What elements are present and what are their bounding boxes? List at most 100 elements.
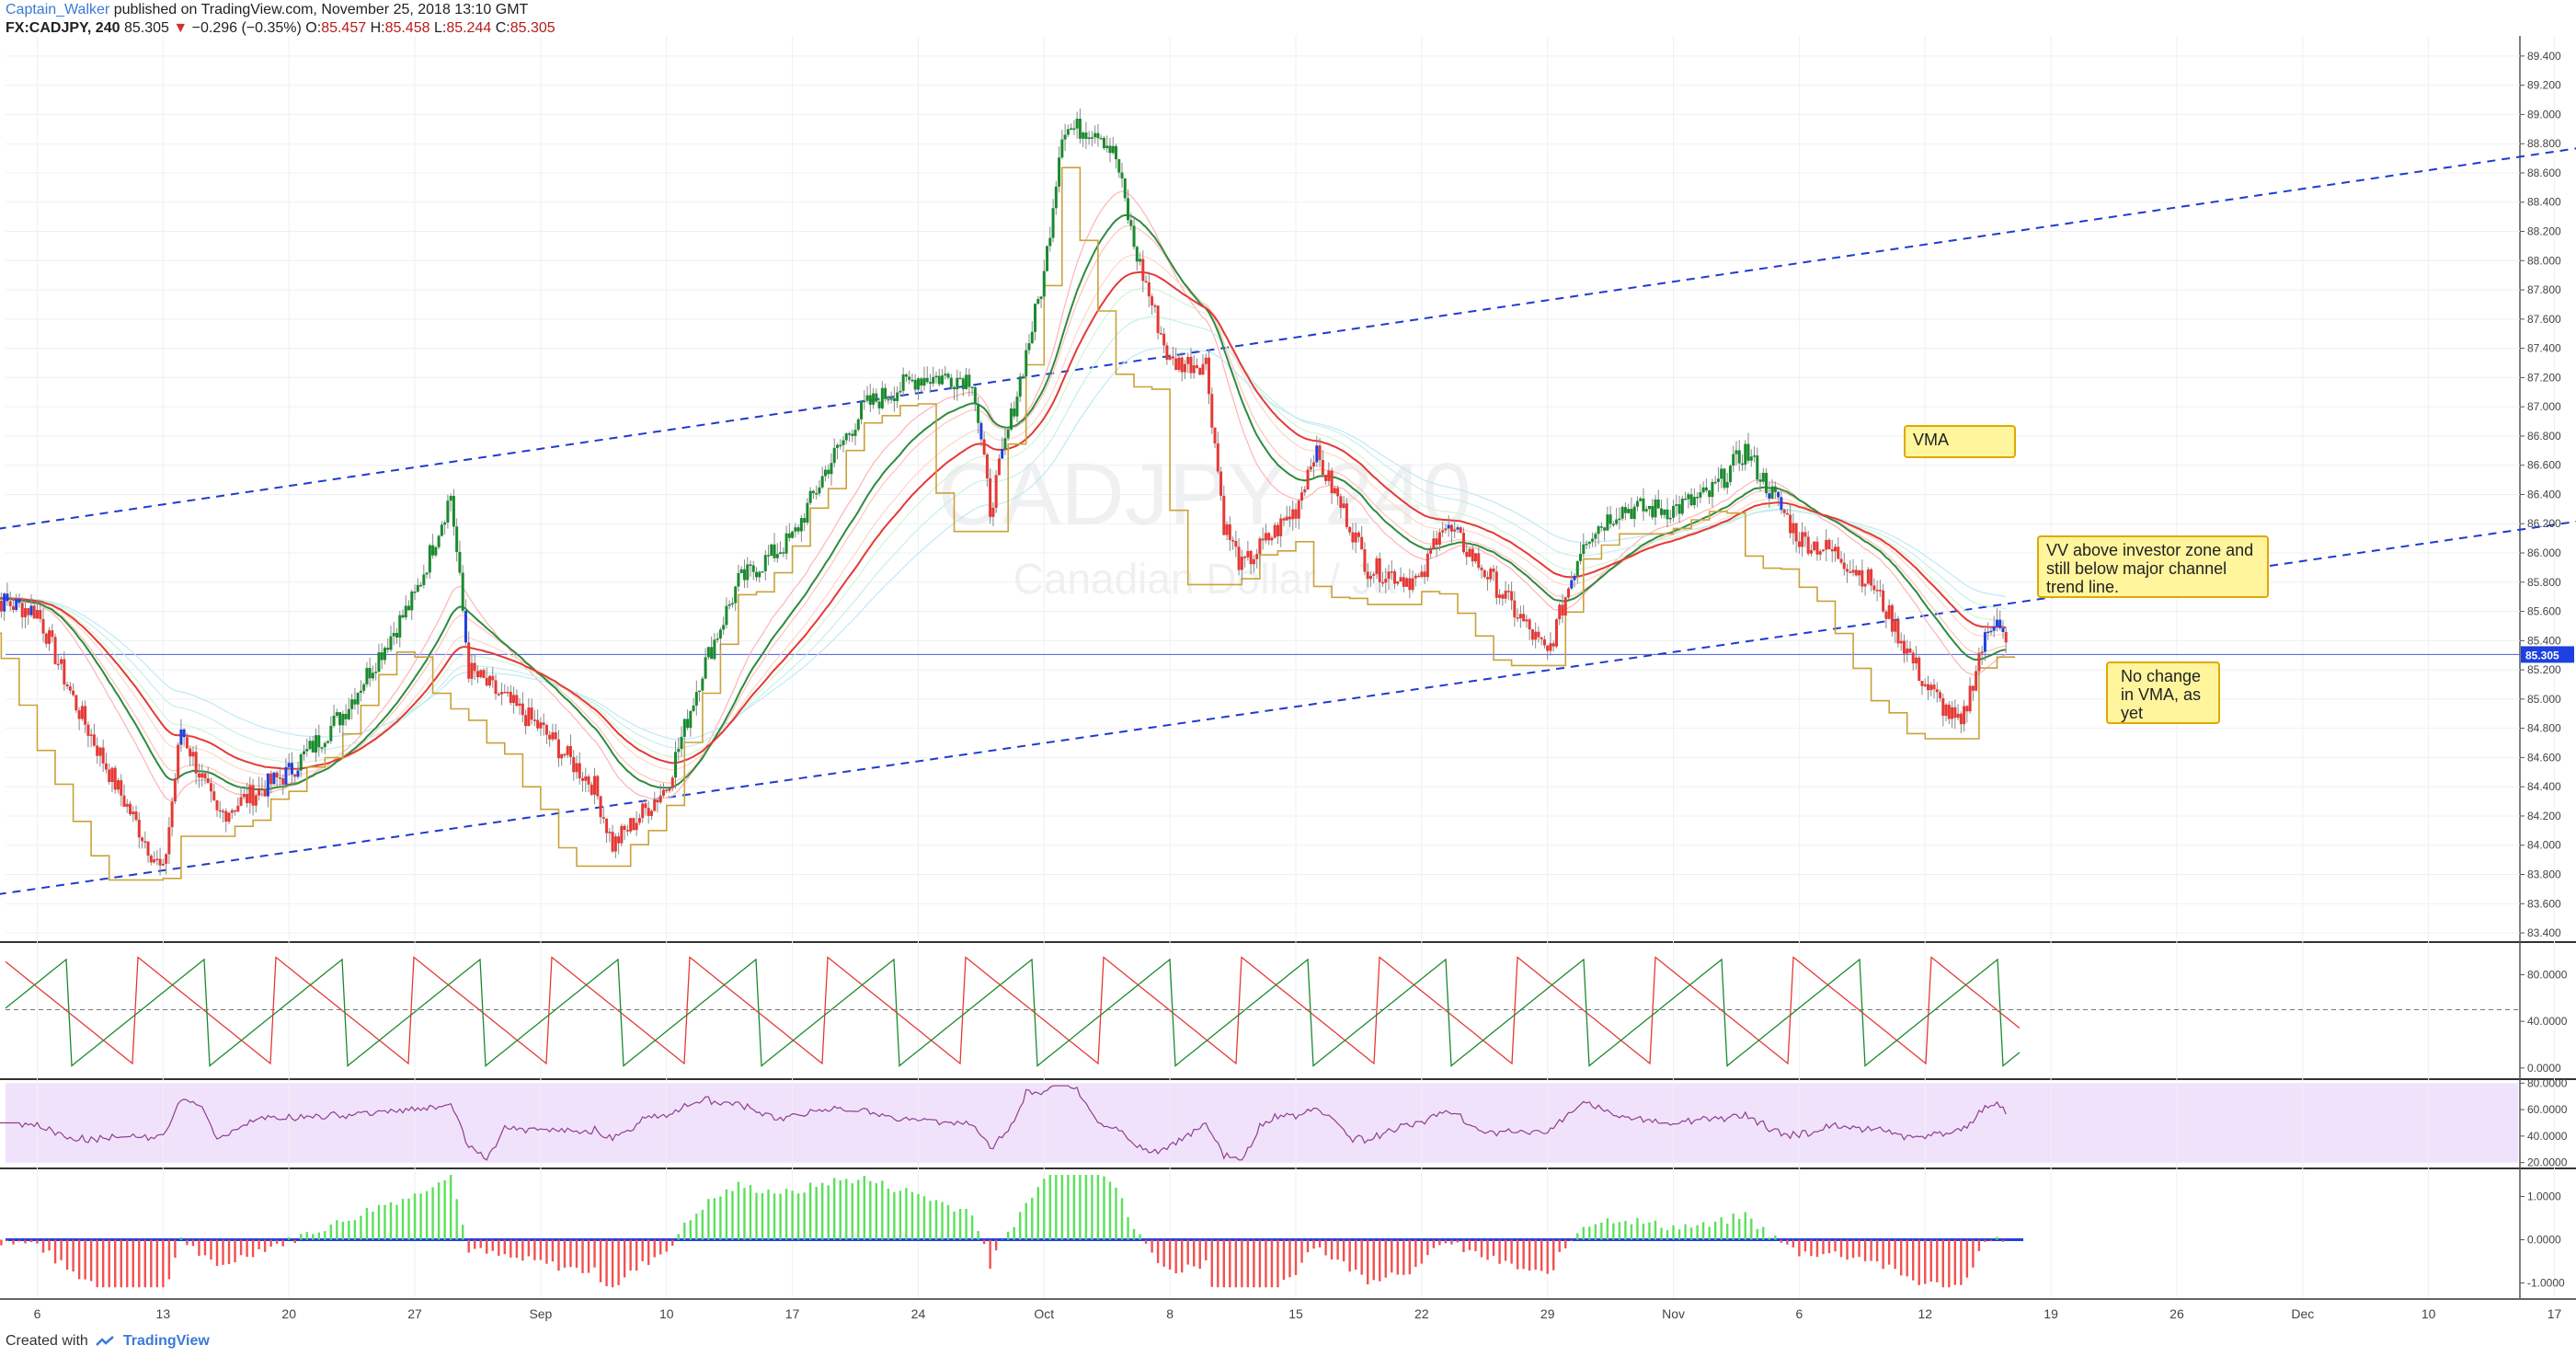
x-tick-label: 6 — [34, 1306, 41, 1321]
candle-body — [1866, 569, 1870, 584]
hist-bar — [677, 1234, 680, 1240]
hist-bar — [970, 1215, 974, 1240]
hist-bar — [617, 1239, 620, 1285]
candle-body — [299, 753, 303, 771]
hist-bar — [1666, 1230, 1669, 1240]
candle-body — [1701, 487, 1705, 493]
hist-bar — [1084, 1175, 1088, 1240]
candle-body — [910, 379, 914, 382]
hist-bar — [1528, 1239, 1531, 1271]
hist-bar — [210, 1239, 212, 1260]
hist-bar — [1899, 1239, 1903, 1276]
hist-bar — [784, 1189, 788, 1240]
candle-body — [1977, 653, 1981, 672]
hist-y-tick-label: 1.0000 — [2527, 1190, 2561, 1203]
candle-body — [1141, 259, 1145, 282]
candle-body — [1842, 562, 1846, 569]
candle-body — [125, 803, 129, 807]
candle-body — [1390, 571, 1393, 573]
hist-bar — [1606, 1218, 1609, 1240]
candle-body — [1327, 470, 1331, 481]
candle-body — [329, 725, 333, 742]
candle-body — [680, 736, 683, 749]
hist-bar — [1875, 1239, 1879, 1262]
candle-body — [1123, 178, 1127, 199]
hist-bar — [101, 1239, 105, 1288]
candle-body — [215, 799, 219, 811]
author-link[interactable]: Captain_Walker — [6, 2, 110, 17]
x-tick-label: 8 — [1166, 1306, 1174, 1321]
hist-bar — [767, 1190, 770, 1240]
candle-body — [892, 397, 896, 401]
candle-body — [1240, 557, 1243, 570]
candle-body — [1983, 632, 1986, 652]
candle-body — [775, 554, 779, 558]
candle-body — [710, 647, 714, 660]
candle-body — [189, 748, 192, 757]
candle-body — [632, 818, 635, 831]
candle-body — [1914, 657, 1918, 664]
candle-body — [39, 610, 42, 619]
candle-body — [1459, 527, 1462, 534]
candle-body — [227, 812, 231, 822]
hist-bar — [1180, 1239, 1184, 1273]
hist-bar — [1870, 1239, 1872, 1261]
y-tick-label: 85.600 — [2527, 605, 2561, 618]
candle-body — [161, 863, 165, 866]
candle-body — [1827, 539, 1831, 549]
candle-body — [407, 605, 411, 611]
hist-bar — [372, 1211, 374, 1240]
hist-bar — [1570, 1239, 1573, 1241]
hist-bar — [1894, 1239, 1896, 1270]
candle-body — [1651, 505, 1654, 518]
candle-body — [167, 827, 171, 855]
candle-body — [1680, 499, 1684, 514]
hist-bar — [269, 1239, 272, 1248]
candle-body — [338, 712, 342, 726]
hist-bar — [941, 1202, 944, 1240]
hist-bar — [1450, 1239, 1453, 1245]
candle-body — [1216, 443, 1219, 472]
candle-body — [392, 632, 395, 637]
candle-body — [1222, 495, 1226, 535]
hist-bar — [1594, 1224, 1597, 1240]
hist-bar — [1288, 1239, 1291, 1278]
hist-y-tick-label: 0.0000 — [2527, 1234, 2561, 1247]
candle-body — [1813, 541, 1816, 550]
hist-bar — [827, 1185, 830, 1240]
y-tick-label: 86.200 — [2527, 517, 2561, 530]
hist-bar — [227, 1239, 231, 1264]
candle-body — [1932, 684, 1936, 690]
hist-bar — [1540, 1239, 1543, 1271]
hist-bar — [1672, 1225, 1675, 1240]
candle-body — [1306, 469, 1310, 489]
hist-bar — [1282, 1239, 1286, 1281]
candle-body — [44, 633, 48, 644]
candle-body — [1414, 575, 1417, 579]
candle-body — [356, 692, 360, 705]
candle-body — [1558, 604, 1562, 620]
y-tick-label: 85.200 — [2527, 663, 2561, 676]
candle-body — [1537, 631, 1540, 638]
hist-bar — [251, 1239, 255, 1258]
candle-body — [1737, 450, 1741, 464]
candle-body — [1072, 128, 1076, 130]
hist-bar — [953, 1211, 956, 1240]
candle-body — [1159, 333, 1162, 335]
rsi-y-tick-label: 60.0000 — [2527, 1103, 2568, 1116]
candle-body — [281, 778, 285, 785]
candle-body — [155, 858, 159, 861]
candle-body — [1554, 619, 1558, 647]
candle-body — [566, 745, 569, 755]
hist-bar — [1067, 1175, 1070, 1240]
hist-bar — [1174, 1239, 1177, 1273]
hist-bar — [1468, 1239, 1471, 1250]
candle-body — [1151, 296, 1154, 305]
tradingview-brand-link[interactable]: TradingView — [122, 1333, 210, 1349]
candle-body — [647, 808, 650, 816]
hist-bar — [515, 1239, 519, 1259]
hist-bar — [1701, 1222, 1705, 1240]
candle-body — [320, 747, 324, 749]
hist-bar — [1217, 1239, 1219, 1288]
